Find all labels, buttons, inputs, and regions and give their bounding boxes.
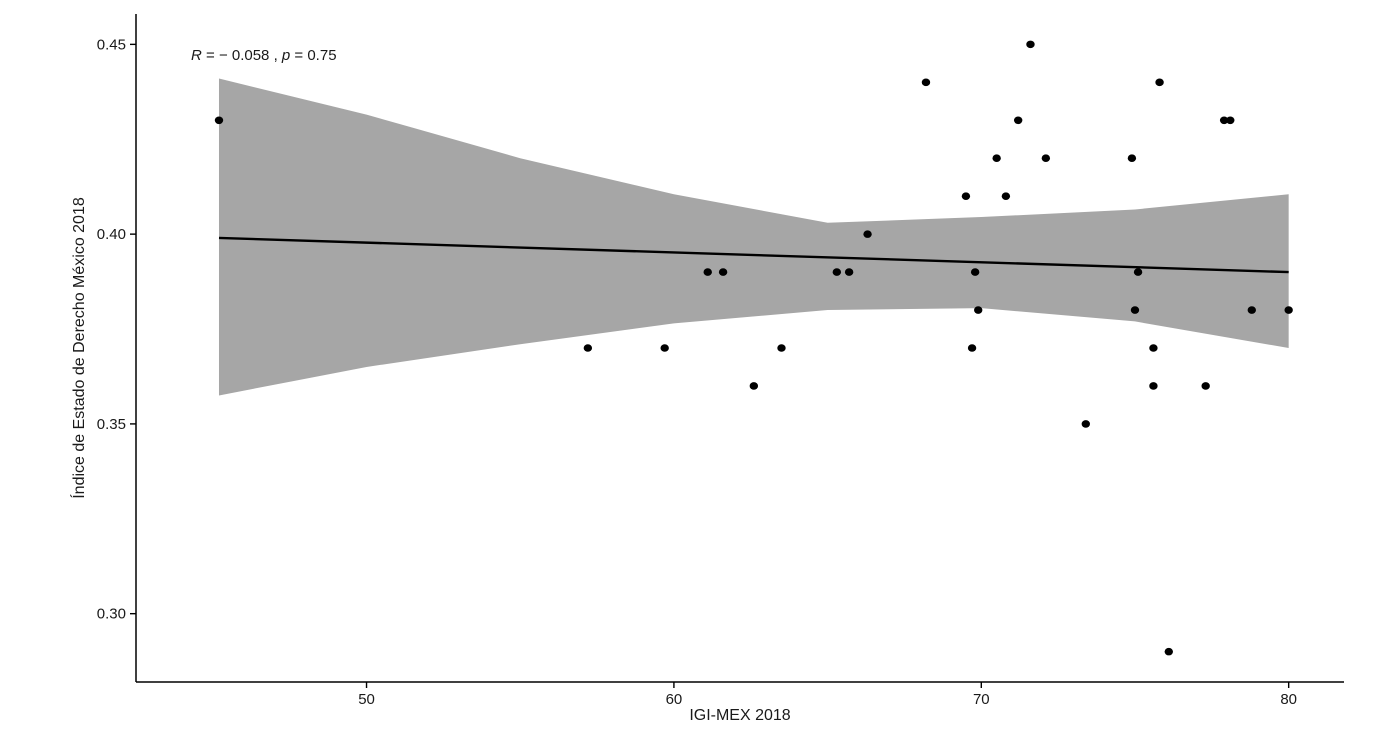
x-tick-label: 60 xyxy=(666,691,683,708)
data-point xyxy=(777,344,786,352)
p-value-text: = 0.75 xyxy=(290,47,336,64)
r-symbol: R xyxy=(191,47,202,64)
x-tick-label: 70 xyxy=(973,691,990,708)
data-point xyxy=(1226,116,1235,125)
data-point xyxy=(1219,116,1229,125)
data-point xyxy=(844,268,854,276)
data-point xyxy=(992,154,1001,163)
data-point xyxy=(214,116,224,125)
data-point xyxy=(974,306,983,314)
y-axis-title: Índice de Estado de Derecho México 2018 xyxy=(69,197,88,499)
data-point xyxy=(970,268,980,276)
confidence-band xyxy=(218,78,1289,396)
data-point xyxy=(1081,420,1091,428)
fit-line-layer xyxy=(218,236,1289,274)
y-tick-label: 0.35 xyxy=(97,416,126,433)
data-point xyxy=(1149,344,1158,352)
data-point xyxy=(1041,154,1051,163)
data-point xyxy=(703,268,712,276)
data-point xyxy=(832,268,842,276)
x-tick-label: 50 xyxy=(358,691,375,708)
data-point xyxy=(660,344,669,352)
data-point xyxy=(1164,647,1173,656)
y-tick-label: 0.40 xyxy=(97,226,126,243)
r-value-text: = − 0.058 , xyxy=(202,47,282,64)
data-point xyxy=(1284,306,1293,314)
regression-line xyxy=(218,236,1289,274)
data-points-layer xyxy=(214,40,1293,656)
data-point xyxy=(921,78,931,87)
y-tick-label: 0.45 xyxy=(97,36,126,53)
data-point xyxy=(583,344,593,352)
data-point xyxy=(749,382,759,390)
data-point xyxy=(1130,306,1140,314)
data-point xyxy=(863,230,872,238)
x-tick-label: 80 xyxy=(1280,691,1297,708)
data-point xyxy=(1149,382,1158,390)
data-point xyxy=(1133,268,1143,276)
data-point xyxy=(718,268,728,276)
data-point xyxy=(1201,382,1210,390)
correlation-annotation: R = − 0.058 , p = 0.75 xyxy=(191,47,337,64)
p-symbol: p xyxy=(281,47,290,64)
data-point xyxy=(1155,78,1164,87)
ticks-layer: 50 60 70 80 0.30 0.35 0.40 0.45 xyxy=(97,36,1297,708)
data-point xyxy=(1013,116,1023,125)
data-point xyxy=(1247,306,1256,314)
data-point xyxy=(1001,192,1011,200)
confidence-band-layer xyxy=(218,78,1289,396)
axes-layer xyxy=(135,14,1344,683)
data-point xyxy=(961,192,971,200)
y-tick-label: 0.30 xyxy=(97,606,126,623)
data-point xyxy=(967,344,977,352)
x-axis-title: IGI-MEX 2018 xyxy=(689,707,790,724)
data-point xyxy=(1026,40,1035,49)
data-point xyxy=(1127,154,1137,163)
